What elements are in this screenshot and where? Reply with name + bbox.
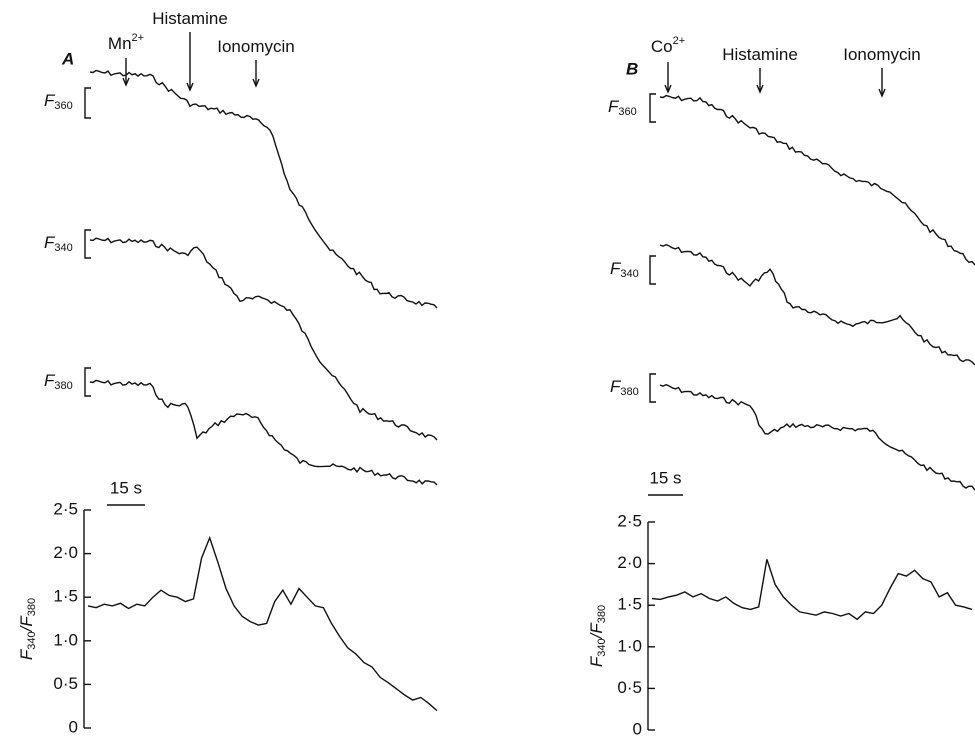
fluorescence-trace (659, 383, 975, 491)
fluorescence-trace (659, 243, 975, 366)
trace-label: F380 (44, 371, 73, 391)
y-tick-label: 0·5 (53, 674, 78, 693)
arrow-head (122, 77, 130, 87)
trace-label-sub: 340 (620, 268, 638, 280)
stimulus-name: Mn (108, 34, 132, 53)
y-tick-label: 1·5 (617, 595, 642, 614)
trace-label-sub: 380 (54, 380, 72, 392)
y-tick-label: 1·0 (617, 636, 642, 655)
bracket (649, 255, 656, 285)
y-axis-label: F340/F380 (587, 605, 607, 667)
trace-label-sub: 380 (620, 386, 638, 398)
bracket (649, 93, 656, 123)
arrow-head (664, 84, 672, 94)
stimulus-label: Ionomycin (217, 37, 294, 56)
y-axis-label: F340/F380 (17, 598, 37, 660)
trace-label-f: F (44, 91, 56, 110)
y-tick-label: 0 (633, 719, 642, 738)
stimulus-name: Ionomycin (843, 45, 920, 64)
y-tick-label: 2·0 (53, 543, 78, 562)
y-tick-label: 1·5 (53, 587, 78, 606)
trace-label: F340 (610, 259, 639, 279)
arrow-head (186, 82, 194, 92)
fluorescence-trace (89, 237, 438, 441)
trace-label-sub: 340 (54, 242, 72, 254)
stimulus-label: Ionomycin (843, 45, 920, 64)
y-axis-label-part: /F (587, 622, 606, 640)
scale-bar-label: 15 s (649, 468, 681, 487)
stimulus-superscript: 2+ (673, 35, 686, 47)
stimulus-name: Co (651, 37, 673, 56)
bracket (84, 229, 91, 259)
y-axis-label-part: 340 (26, 631, 38, 649)
trace-label: F380 (610, 377, 639, 397)
trace-label: F360 (608, 97, 637, 117)
bracket (84, 87, 91, 119)
y-tick-label: 2·0 (617, 553, 642, 572)
y-tick-label: 2·5 (53, 499, 78, 518)
ratio-trace (87, 535, 438, 712)
trace-label-f: F (608, 97, 620, 116)
trace-label: F340 (44, 233, 73, 253)
trace-label-f: F (610, 259, 622, 278)
arrow-head (252, 78, 260, 88)
panel-letter: B (626, 59, 638, 78)
arrow-head (878, 88, 886, 98)
stimulus-name: Histamine (152, 9, 228, 28)
scale-bar-label: 15 s (110, 478, 142, 497)
y-axis-label-part: F (587, 655, 606, 667)
stimulus-superscript: 2+ (132, 32, 145, 44)
stimulus-name: Histamine (722, 45, 798, 64)
fluorescence-trace (89, 379, 438, 486)
stimulus-label: Histamine (152, 9, 228, 28)
bracket (649, 373, 656, 403)
y-tick-label: 0 (69, 717, 78, 736)
ratio-trace (651, 559, 973, 621)
y-tick-label: 2·5 (617, 511, 642, 530)
panel-letter: A (61, 49, 74, 68)
y-tick-label: 0·5 (617, 678, 642, 697)
arrow-head (756, 84, 764, 94)
y-axis-label-part: 380 (596, 605, 608, 623)
y-tick-label: 1·0 (53, 630, 78, 649)
stimulus-label: Mn2+ (108, 32, 144, 54)
stimulus-label: Co2+ (651, 35, 685, 57)
trace-label-f: F (610, 377, 622, 396)
stimulus-name: Ionomycin (217, 37, 294, 56)
trace-label: F360 (44, 91, 73, 111)
bracket (84, 367, 91, 397)
y-axis-label-part: F (17, 648, 36, 660)
trace-label-sub: 360 (54, 100, 72, 112)
trace-label-f: F (44, 233, 56, 252)
trace-label-f: F (44, 371, 56, 390)
y-axis-label-part: /F (17, 615, 36, 633)
y-axis-label-part: 380 (26, 598, 38, 616)
fluorescence-trace (89, 69, 438, 309)
y-axis-label-part: 340 (596, 638, 608, 656)
fluorescence-trace (659, 94, 975, 266)
stimulus-label: Histamine (722, 45, 798, 64)
trace-label-sub: 360 (618, 106, 636, 118)
